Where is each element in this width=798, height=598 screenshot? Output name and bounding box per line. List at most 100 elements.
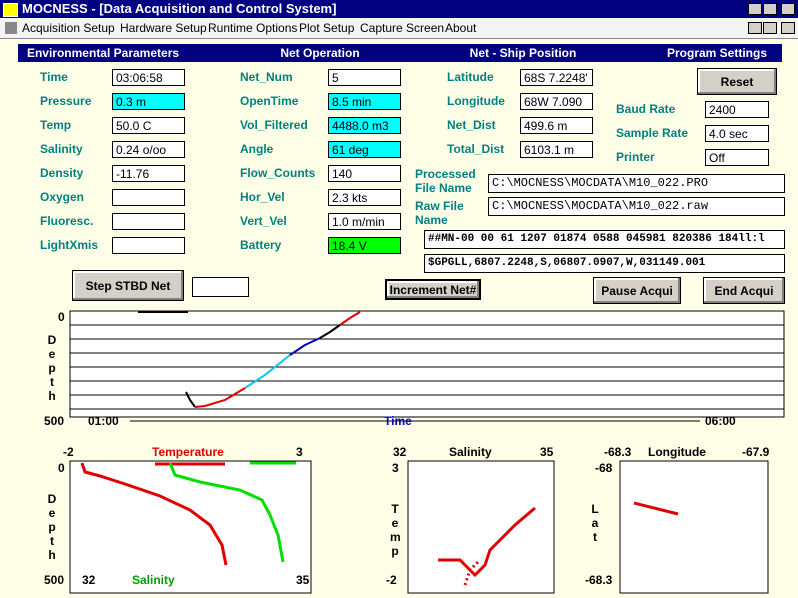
- field-label: Net_Num: [240, 70, 293, 84]
- field-value: 4488.0 m3: [328, 117, 401, 134]
- field-label: Longitude: [447, 94, 505, 108]
- field-label: Sample Rate: [616, 126, 689, 140]
- data-stream: $GPGLL,6807.2248,S,06807.0907,W,031149.0…: [424, 254, 785, 273]
- x-tick-label: -2: [63, 445, 74, 459]
- track-plot-frame: [619, 460, 769, 594]
- pause-button[interactable]: Pause Acqui: [593, 277, 681, 304]
- minimize-button[interactable]: [748, 3, 762, 15]
- reset-button[interactable]: Reset: [697, 68, 777, 95]
- maximize-button[interactable]: [763, 3, 777, 15]
- depth-plot-frame: [69, 310, 785, 418]
- menu-icon[interactable]: [5, 22, 17, 34]
- menu-item[interactable]: Plot Setup: [299, 21, 355, 35]
- menu-item[interactable]: Capture Screen: [360, 21, 445, 35]
- field-value: 0.3 m: [112, 93, 185, 110]
- y-axis-label: Depth: [47, 492, 57, 562]
- field-label: Time: [40, 70, 68, 84]
- field-label: LightXmis: [40, 238, 99, 252]
- menu-item[interactable]: Acquisition Setup: [22, 21, 115, 35]
- track-trace: [633, 501, 679, 516]
- field-value: 2.3 kts: [328, 189, 401, 206]
- app-icon: [3, 3, 18, 17]
- section-header-bar: [18, 44, 782, 62]
- section-header: Environmental Parameters: [26, 46, 180, 60]
- file-label: Raw File Name: [415, 199, 464, 227]
- x-axis-label: Longitude: [648, 445, 706, 459]
- field-value: 140: [328, 165, 401, 182]
- menu-item[interactable]: Runtime Options: [208, 21, 298, 35]
- field-label: Baud Rate: [616, 102, 676, 116]
- x-tick-label: 3: [296, 445, 303, 459]
- field-value: [112, 213, 185, 230]
- y-tick-label: -2: [386, 573, 397, 587]
- field-value: 499.6 m: [520, 117, 593, 134]
- y-tick-label: 0: [58, 461, 65, 475]
- field-value: 50.0 C: [112, 117, 185, 134]
- section-header: Program Settings: [666, 46, 768, 60]
- x-axis-label: Salinity: [449, 445, 492, 459]
- window-title: MOCNESS - [Data Acquisition and Control …: [22, 1, 337, 16]
- child-minimize[interactable]: [748, 22, 762, 34]
- y-tick-label: 3: [392, 461, 399, 475]
- step-net-button[interactable]: Step STBD Net: [72, 270, 184, 301]
- section-header: Net Operation: [280, 46, 360, 60]
- end-button[interactable]: End Acqui: [703, 277, 785, 304]
- y-tick-label: -68: [595, 461, 613, 475]
- field-label: Net_Dist: [447, 118, 496, 132]
- x-tick-label: -67.9: [742, 445, 770, 459]
- x-axis-label: Salinity: [132, 573, 175, 587]
- field-value: 03:06:58: [112, 69, 185, 86]
- menu-item[interactable]: About: [445, 21, 477, 35]
- y-tick-label: 500: [44, 414, 65, 428]
- step-value: [192, 277, 249, 297]
- file-label: Processed File Name: [415, 167, 476, 195]
- field-value: 6103.1 m: [520, 141, 593, 158]
- child-restore[interactable]: [763, 22, 777, 34]
- field-value: Off: [705, 149, 769, 166]
- field-label: Battery: [240, 238, 282, 252]
- section-header: Net - Ship Position: [469, 46, 577, 60]
- field-label: OpenTime: [240, 94, 299, 108]
- child-close[interactable]: [781, 22, 795, 34]
- field-value: 8.5 min: [328, 93, 401, 110]
- field-value: 0.24 o/oo: [112, 141, 185, 158]
- field-label: Temp: [40, 118, 72, 132]
- profile-plot-frame: [69, 460, 312, 594]
- y-axis-label: Depth: [47, 333, 57, 403]
- close-button[interactable]: [781, 3, 795, 15]
- x-tick-label: 32: [82, 573, 96, 587]
- title-bar: [0, 0, 798, 18]
- x-tick-label: 06:00: [705, 414, 736, 428]
- x-axis-label: Time: [384, 414, 412, 428]
- field-label: Vert_Vel: [240, 214, 287, 228]
- field-label: Hor_Vel: [240, 190, 285, 204]
- x-tick-label: 35: [296, 573, 310, 587]
- data-stream: ##MN-00 00 61 1207 01874 0588 045981 820…: [424, 230, 785, 249]
- field-label: Density: [40, 166, 84, 180]
- field-label: Salinity: [40, 142, 83, 156]
- field-value: 1.0 m/min: [328, 213, 401, 230]
- depth-trace: [138, 311, 361, 408]
- field-label: Vol_Filtered: [240, 118, 308, 132]
- field-value: -11.76: [112, 165, 185, 182]
- y-tick-label: 500: [44, 573, 65, 587]
- y-tick-label: 0: [58, 310, 65, 324]
- x-tick-label: 01:00: [88, 414, 119, 428]
- x-axis-label: Temperature: [152, 445, 224, 459]
- menu-item[interactable]: Hardware Setup: [120, 21, 207, 35]
- increment-net-button[interactable]: Increment Net#: [385, 279, 481, 300]
- field-value: 5: [328, 69, 401, 86]
- y-axis-label: Temp: [390, 502, 401, 558]
- x-tick-label: 35: [540, 445, 554, 459]
- x-tick-label: 32: [393, 445, 407, 459]
- field-label: Oxygen: [40, 190, 85, 204]
- ts-trace: [438, 506, 536, 586]
- field-value: 68W 7.090: [520, 93, 593, 110]
- field-label: Printer: [616, 150, 655, 164]
- y-axis-label: Lat: [591, 502, 599, 544]
- field-value: 2400: [705, 101, 769, 118]
- field-value: 61 deg: [328, 141, 401, 158]
- y-tick-label: -68.3: [585, 573, 613, 587]
